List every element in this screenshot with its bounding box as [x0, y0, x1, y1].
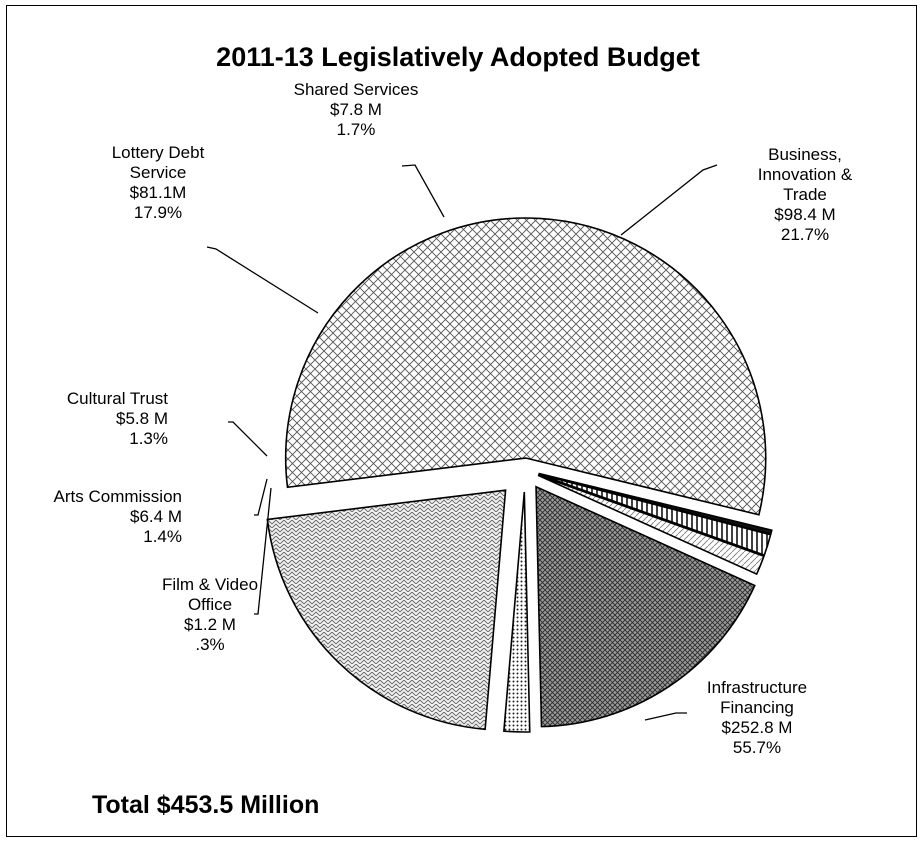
slice-label-line: Trade	[783, 185, 827, 204]
pie-slice-shared-services	[502, 491, 531, 733]
slice-label-line: Shared Services	[294, 80, 419, 99]
slice-label-line: Film & Video	[162, 575, 258, 594]
chart-frame	[6, 5, 917, 837]
chart-title: 2011-13 Legislatively Adopted Budget	[216, 42, 700, 72]
pie-slices	[266, 217, 773, 733]
slice-label-line: 17.9%	[134, 203, 182, 222]
slice-label-line: $7.8 M	[330, 100, 382, 119]
total-label: Total $453.5 Million	[92, 791, 319, 819]
slice-label-line: Service	[130, 163, 187, 182]
slice-label-line: .3%	[195, 635, 224, 654]
slice-label-line: Innovation &	[758, 165, 853, 184]
slice-label-line: $1.2 M	[184, 615, 236, 634]
slice-label-line: 1.7%	[337, 120, 376, 139]
slice-label-line: $98.4 M	[774, 205, 835, 224]
slice-label-line: $252.8 M	[722, 718, 793, 737]
slice-label-shared-services: Shared Services $7.8 M 1.7%	[294, 80, 419, 139]
slice-label-lottery-debt-service: Lottery Debt Service $81.1M 17.9%	[112, 143, 205, 222]
leader-line-cultural-trust	[228, 421, 268, 457]
slice-label-line: 1.4%	[143, 527, 182, 546]
slice-label-line: 21.7%	[781, 225, 829, 244]
leader-line-business-innovation-trade	[620, 164, 718, 236]
slice-label-line: $6.4 M	[130, 507, 182, 526]
slice-label-line: Arts Commission	[54, 487, 182, 506]
pie-slice-infrastructure-financing	[284, 217, 767, 516]
slice-label-line: Office	[188, 595, 232, 614]
leader-line-lottery-debt-service	[206, 246, 319, 314]
pie-slice-cultural-trust	[537, 474, 765, 576]
slice-label-arts-commission: Arts Commission $6.4 M 1.4%	[54, 487, 182, 546]
slice-label-business-innovation-trade: Business, Innovation & Trade $98.4 M 21.7%	[758, 145, 853, 244]
slice-label-film-video-office: Film & Video Office $1.2 M .3%	[162, 575, 258, 654]
pie-slice-business-innovation-trade	[266, 489, 507, 731]
pie-slice-lottery-debt-service	[535, 485, 756, 728]
slice-label-line: $5.8 M	[116, 409, 168, 428]
slice-label-infrastructure-financing: Infrastructure Financing $252.8 M 55.7%	[707, 678, 807, 757]
leader-line-shared-services	[401, 164, 445, 218]
slice-label-line: 1.3%	[129, 429, 168, 448]
slice-label-line: Financing	[720, 698, 794, 717]
pie-slice-arts-commission	[538, 473, 772, 557]
leader-line-film-video-office	[254, 487, 272, 615]
slice-label-line: Infrastructure	[707, 678, 807, 697]
slice-label-line: 55.7%	[733, 738, 781, 757]
slice-label-line: $81.1M	[130, 183, 187, 202]
slice-label-line: Lottery Debt	[112, 143, 205, 162]
leader-line-infrastructure-financing	[644, 712, 687, 721]
slice-label-line: Business,	[768, 145, 842, 164]
slice-labels: Infrastructure Financing $252.8 M 55.7% Film…	[54, 80, 853, 757]
leader-line-arts-commission	[254, 478, 268, 516]
leader-lines	[206, 164, 718, 721]
slice-label-line: Cultural Trust	[67, 389, 168, 408]
slice-label-cultural-trust: Cultural Trust $5.8 M 1.3%	[67, 389, 168, 448]
